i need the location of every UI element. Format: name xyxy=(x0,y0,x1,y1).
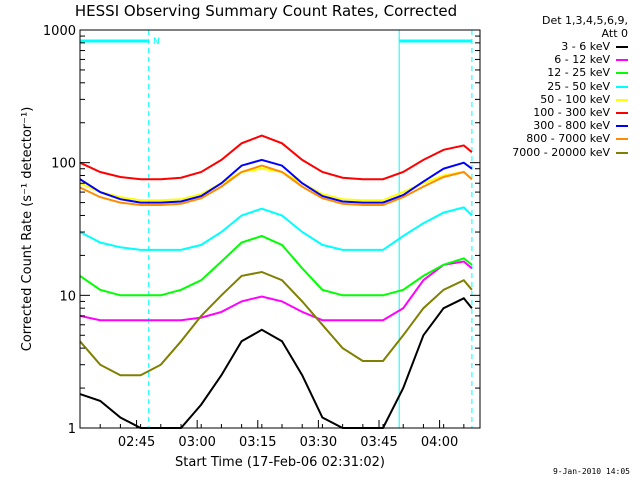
legend-header-line2: Att 0 xyxy=(601,27,628,40)
legend-item: 7000 - 20000 keV xyxy=(512,146,628,159)
legend-label: 300 - 800 keV xyxy=(533,119,610,133)
x-tick-label: 02:45 xyxy=(118,435,155,450)
x-axis: 02:45 03:00 03:15 03:30 03:45 04:00 xyxy=(79,420,465,450)
series-line-7 xyxy=(79,164,473,206)
legend-item: 12 - 25 keV xyxy=(547,66,628,79)
x-tick-label: 03:45 xyxy=(360,435,397,450)
legend-label: 6 - 12 keV xyxy=(554,53,610,67)
series-line-2 xyxy=(79,234,473,297)
legend-swatch xyxy=(616,46,628,48)
legend-item: 50 - 100 keV xyxy=(540,93,628,106)
x-axis-label: Start Time (17-Feb-06 02:31:02) xyxy=(175,455,385,470)
chart-title: HESSI Observing Summary Count Rates, Cor… xyxy=(75,2,457,20)
legend-swatch xyxy=(616,151,628,154)
legend-swatch xyxy=(616,138,628,141)
series-layer xyxy=(79,134,473,429)
legend-label: 7000 - 20000 keV xyxy=(512,145,610,159)
series-line-5 xyxy=(79,134,473,181)
y-tick-label: 1 xyxy=(68,422,76,437)
legend-label: 25 - 50 keV xyxy=(547,79,610,93)
legend-item: 25 - 50 keV xyxy=(547,80,628,93)
legend-label: 100 - 300 keV xyxy=(533,106,610,119)
series-line-3 xyxy=(79,206,473,251)
series-line-1 xyxy=(79,260,473,322)
legend-label: 12 - 25 keV xyxy=(547,66,610,80)
legend-swatch xyxy=(616,72,628,75)
y-tick-label: 1000 xyxy=(43,24,76,39)
series-line-0 xyxy=(79,297,473,429)
legend-item: 6 - 12 keV xyxy=(554,53,628,66)
y-tick-label: 10 xyxy=(59,289,76,304)
y-axis-label: Corrected Count Rate (s⁻¹ detector⁻¹) xyxy=(20,107,35,352)
legend-swatch xyxy=(616,112,628,114)
legend-swatch xyxy=(616,85,628,88)
legend-item: 800 - 7000 keV xyxy=(526,132,628,145)
y-tick-label: 100 xyxy=(51,157,76,172)
x-tick-label: 03:30 xyxy=(300,435,337,450)
plot-frame xyxy=(79,29,481,429)
series-line-6 xyxy=(79,158,473,204)
legend-label: 3 - 6 keV xyxy=(561,40,610,53)
series-line-8 xyxy=(79,270,473,377)
y-axis: 1 10 100 1000 xyxy=(43,24,480,437)
legend-header-line1: Det 1,3,4,5,6,9, xyxy=(541,14,628,27)
x-tick-label: 04:00 xyxy=(421,435,458,450)
night-annotation: N xyxy=(153,37,160,47)
legend-label: 50 - 100 keV xyxy=(540,92,610,106)
legend-item: 100 - 300 keV xyxy=(533,106,628,119)
legend-item: 3 - 6 keV xyxy=(561,40,628,53)
legend-swatch xyxy=(616,98,628,101)
legend-label: 800 - 7000 keV xyxy=(526,132,610,146)
legend-swatch xyxy=(616,125,628,128)
x-tick-label: 03:00 xyxy=(178,435,215,450)
legend-item: 300 - 800 keV xyxy=(533,119,628,132)
series-line-4 xyxy=(79,167,473,202)
date-stamp: 9-Jan-2010 14:05 xyxy=(552,467,630,476)
x-tick-label: 03:15 xyxy=(239,435,276,450)
legend-swatch xyxy=(616,59,628,62)
